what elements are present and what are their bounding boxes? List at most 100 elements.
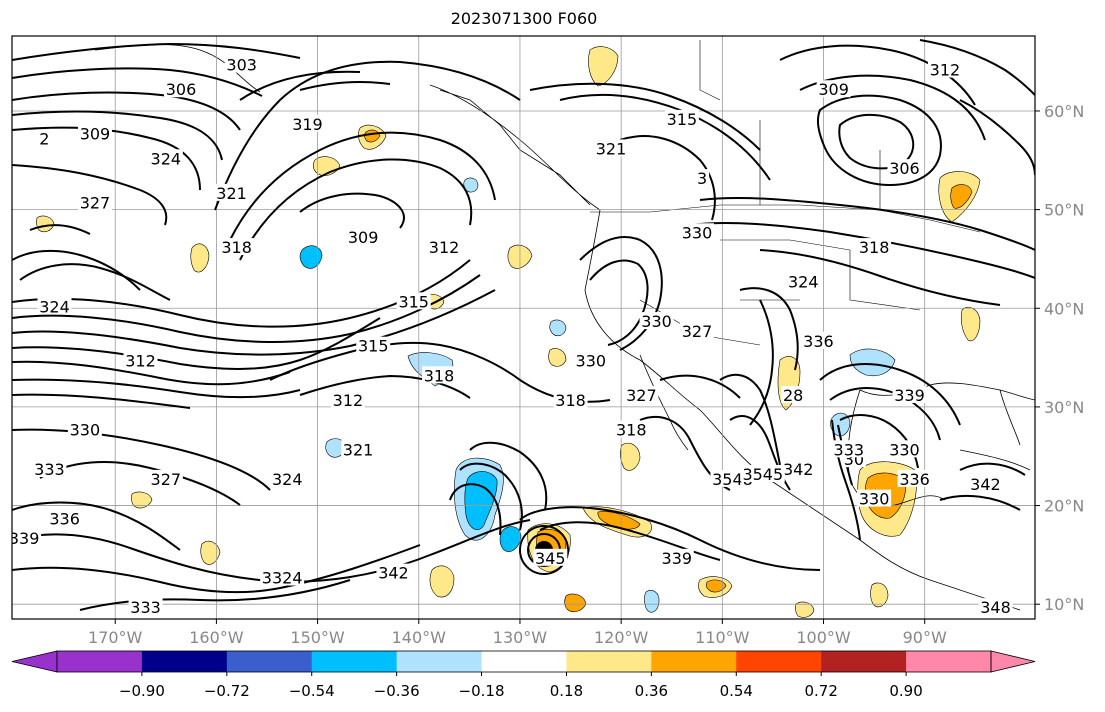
contour-label: 333 (34, 460, 65, 479)
contour-label-halo (32, 460, 67, 478)
contour-label: 3324 (262, 569, 303, 588)
contour-label: 342 (783, 460, 814, 479)
contour-line (819, 363, 961, 426)
colorbar-segment (226, 651, 313, 672)
contour-label: 319 (292, 115, 323, 134)
positive-shading (619, 442, 641, 471)
contour-label: 342 (970, 475, 1001, 494)
negative-shading (830, 412, 851, 437)
colorbar-segment (396, 651, 483, 672)
contour-label: 309 (80, 125, 111, 144)
negative-shading (644, 590, 660, 613)
contour-label: 312 (429, 238, 460, 257)
contour-label-halo (816, 80, 851, 98)
contour-line (519, 506, 821, 571)
contour-label: 318 (859, 238, 890, 257)
contour-label: 318 (555, 391, 586, 410)
contour-label-halo (740, 464, 785, 482)
lon-axis: 170°W 160°W 150°W 140°W 130°W 120°W 110°W 100°W… (88, 619, 947, 647)
contour-label-halo (341, 440, 376, 458)
contour-line (299, 374, 471, 399)
contour-label-halo (978, 598, 1013, 616)
contour-line (229, 131, 496, 241)
contour-label: 327 (682, 322, 713, 341)
contour-line (12, 42, 301, 61)
positive-shading (706, 579, 727, 593)
contour-label: 312 (930, 61, 961, 80)
contour-line (12, 378, 301, 399)
contour-label-halo (67, 420, 102, 438)
negative-shading (463, 177, 479, 193)
colorbar: −0.90 −0.72 −0.54 −0.36 −0.18 0.18 0.36 0.54 0.7… (11, 650, 1036, 700)
lat-axis: 60°N 50°N 40°N 30°N 20°N 10°N (1035, 102, 1084, 614)
contour-label-halo (219, 238, 254, 256)
colorbar-frame (56, 650, 992, 673)
positive-shading (564, 593, 587, 613)
contour-label: 309 (348, 228, 379, 247)
contour-line (459, 462, 523, 531)
contour-label: 330 (576, 352, 607, 371)
contour-label: 330 (859, 490, 890, 509)
contour-label-halo (897, 469, 932, 487)
positive-shading (870, 582, 889, 608)
contour-label-halo (214, 183, 249, 201)
contour-label-halo (680, 223, 715, 241)
colorbar-segment (311, 651, 398, 672)
lon-tick-label: 100°W (796, 628, 851, 647)
contour-label-halo (695, 169, 710, 187)
contour-label: 318 (424, 366, 455, 385)
contour-label: 324 (788, 273, 819, 292)
contour-label: 339 (662, 549, 693, 568)
contour-label-halo (786, 272, 821, 290)
contour-line (12, 289, 496, 356)
contour-label: 28 (783, 386, 803, 405)
contour-label: 324 (272, 470, 303, 489)
contour-label: 309 (818, 80, 849, 99)
contour-label-halo (77, 193, 112, 211)
lon-tick-label: 130°W (493, 628, 548, 647)
contour-line (529, 82, 761, 151)
contour-label: 324 (39, 297, 70, 316)
contour-label-halo (422, 366, 457, 384)
positive-shading (950, 184, 973, 209)
colorbar-tick-label: 0.36 (635, 682, 668, 700)
lon-tick-label: 110°W (695, 628, 750, 647)
contour-label: 336 (803, 332, 834, 351)
negative-shading (499, 526, 522, 552)
contour-line (239, 70, 391, 101)
border-lines (590, 40, 981, 346)
contour-label: 324 (151, 149, 182, 168)
contour-label: 342 (378, 564, 409, 583)
contour-label-halo (148, 469, 183, 487)
contour-label-halo (927, 60, 962, 78)
contour-line (799, 74, 986, 141)
lat-tick-label: 50°N (1044, 201, 1084, 220)
contour-line (469, 441, 548, 511)
contour-line (12, 317, 381, 370)
contour-line (12, 110, 223, 161)
contour-line (759, 249, 1001, 306)
contour-line (12, 67, 263, 97)
contour-line (12, 249, 141, 291)
lon-tick-label: 120°W (594, 628, 649, 647)
contour-line (559, 93, 771, 181)
contour-label: 339 (9, 529, 40, 548)
contour-label-halo (37, 297, 72, 315)
contour-label: 309 (1001, 21, 1032, 40)
contour-label-halo (664, 109, 699, 127)
contour-label-halo (573, 351, 608, 369)
contour-label: 336 (49, 509, 80, 528)
contour-line (214, 60, 521, 211)
contour-label-halo (128, 598, 163, 616)
contour-label: 315 (358, 337, 389, 356)
positive-shading (960, 307, 981, 342)
contour-line (699, 196, 1035, 251)
colorbar-segment (906, 651, 992, 672)
contour-label: 318 (616, 421, 647, 440)
contour-label-halo (968, 474, 1003, 492)
contour-label: 327 (626, 386, 657, 405)
contour-line (12, 519, 531, 583)
lon-tick-label: 160°W (189, 628, 244, 647)
contour-label: 327 (151, 470, 182, 489)
contour-label: 303 (226, 56, 257, 75)
